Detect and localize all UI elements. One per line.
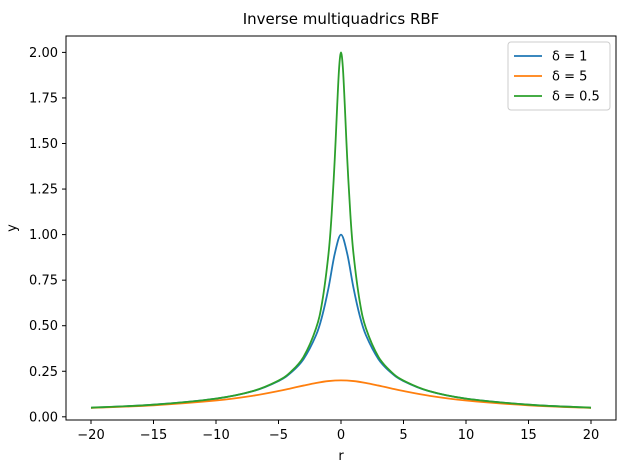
x-tick-label: 5 [399, 428, 407, 443]
plot-lines [90, 51, 592, 409]
y-axis-label: y [5, 224, 20, 232]
y-tick-label: 2.00 [29, 46, 58, 61]
x-axis-label: r [338, 449, 344, 464]
y-tick-label: 0.50 [29, 319, 58, 334]
chart-title: Inverse multiquadrics RBF [243, 10, 440, 28]
y-tick-label: 1.50 [29, 137, 58, 152]
legend-label-1: δ = 1 [552, 50, 587, 65]
x-tick-label: −5 [269, 428, 288, 443]
legend-label-2: δ = 5 [552, 70, 587, 85]
x-tick-label: 10 [458, 428, 475, 443]
x-tick-label: −20 [77, 428, 104, 443]
y-axis: 0.00 0.25 0.50 0.75 1.00 1.25 1.50 1.75 2.00 [29, 46, 66, 425]
y-tick-label: 0.75 [29, 274, 58, 289]
legend: δ = 1 δ = 5 δ = 0.5 [507, 41, 611, 111]
y-tick-label: 1.75 [29, 91, 58, 106]
y-tick-label: 0.25 [29, 365, 58, 380]
x-tick-label: 15 [520, 428, 537, 443]
y-tick-label: 1.25 [29, 183, 58, 198]
series-line-3 [90, 51, 592, 409]
x-tick-label: −10 [202, 428, 229, 443]
y-tick-label: 1.00 [29, 228, 58, 243]
x-tick-label: 0 [337, 428, 345, 443]
legend-box [507, 41, 611, 111]
y-tick-label: 0.00 [29, 410, 58, 425]
x-tick-label: 20 [583, 428, 600, 443]
legend-label-3: δ = 0.5 [552, 90, 600, 105]
series-line-2 [90, 379, 592, 409]
x-axis: −20 −15 −10 −5 0 5 10 15 20 [77, 420, 599, 443]
x-tick-label: −15 [140, 428, 167, 443]
